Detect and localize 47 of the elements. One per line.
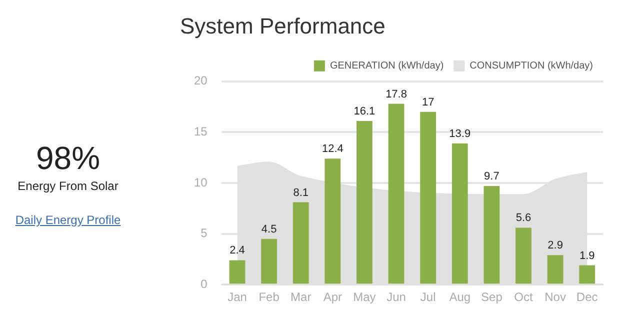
y-tick-label: 5 bbox=[200, 226, 208, 240]
y-tick-label: 10 bbox=[194, 175, 208, 190]
bar bbox=[388, 104, 404, 284]
bar bbox=[516, 228, 532, 284]
y-tick-label: 0 bbox=[200, 276, 208, 291]
bar bbox=[324, 158, 341, 284]
y-tick-label: 20 bbox=[194, 74, 208, 88]
data-label: 4.5 bbox=[261, 223, 277, 236]
data-label: 5.6 bbox=[516, 212, 532, 224]
data-label: 13.9 bbox=[449, 128, 471, 140]
data-label: 8.1 bbox=[293, 186, 309, 199]
x-tick-label: Jan bbox=[228, 290, 247, 304]
x-tick-label: Jul bbox=[420, 290, 436, 304]
data-label: 1.9 bbox=[579, 250, 595, 262]
data-label: 16.1 bbox=[354, 106, 376, 118]
legend-label: GENERATION (kWh/day) bbox=[330, 60, 444, 72]
x-tick-label: Feb bbox=[258, 290, 280, 304]
bar bbox=[420, 112, 436, 284]
x-tick-label: Sep bbox=[481, 290, 503, 304]
data-label: 2.4 bbox=[230, 244, 245, 257]
x-tick-label: Oct bbox=[514, 290, 534, 304]
bar bbox=[229, 260, 246, 284]
y-tick-label: 15 bbox=[194, 124, 208, 139]
x-tick-label: Apr bbox=[323, 290, 342, 304]
x-tick-label: May bbox=[353, 290, 376, 304]
bar bbox=[484, 186, 500, 284]
x-tick-label: Nov bbox=[544, 290, 566, 304]
data-label: 17.8 bbox=[386, 88, 407, 100]
bar bbox=[292, 202, 309, 284]
text: Daily Energy Profile bbox=[14, 213, 122, 227]
x-tick-label: Aug bbox=[449, 290, 471, 304]
data-label: 12.4 bbox=[322, 143, 344, 156]
data-label: 2.9 bbox=[548, 240, 563, 252]
bar bbox=[547, 255, 564, 284]
bar bbox=[261, 238, 278, 284]
bar bbox=[452, 143, 468, 284]
bar bbox=[356, 121, 372, 284]
chart-title: System Performance bbox=[180, 13, 386, 38]
text: 98% bbox=[34, 140, 102, 177]
x-tick-label: Mar bbox=[290, 290, 312, 304]
data-label: 17 bbox=[422, 96, 434, 108]
data-label: 9.7 bbox=[484, 170, 500, 183]
legend-label: CONSUMPTION (kWh/day) bbox=[470, 60, 594, 72]
x-tick-label: Dec bbox=[576, 290, 598, 304]
text: Energy From Solar bbox=[16, 179, 120, 193]
x-tick-label: Jun bbox=[386, 290, 406, 304]
bar bbox=[579, 265, 596, 284]
